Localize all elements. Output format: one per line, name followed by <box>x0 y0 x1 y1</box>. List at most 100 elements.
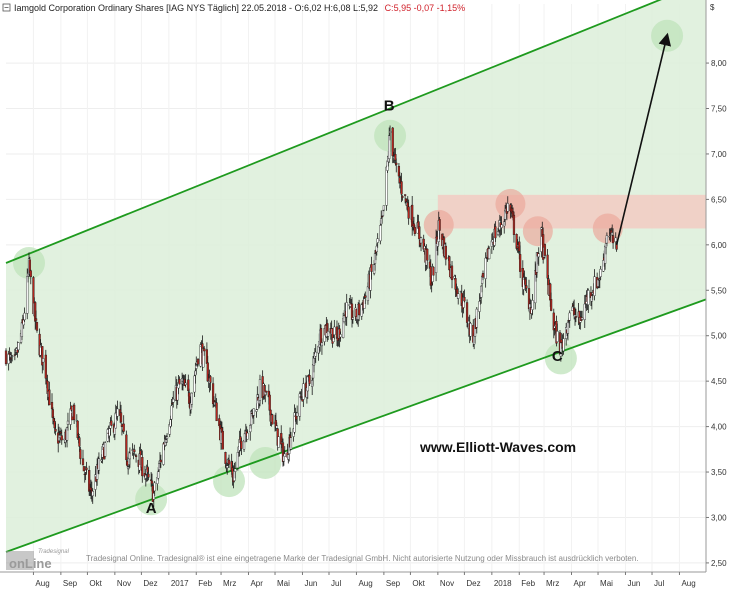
candles <box>4 125 618 508</box>
candle-body <box>119 412 123 423</box>
candle-body <box>60 435 63 441</box>
candle-body <box>537 253 540 258</box>
candle-body <box>13 354 16 356</box>
candle-body <box>152 493 155 500</box>
candle-body <box>465 302 469 323</box>
candle-body <box>221 430 224 450</box>
candle-body <box>271 414 274 425</box>
candle-body <box>450 265 454 281</box>
candle-body <box>250 411 253 426</box>
candle-body <box>401 196 404 198</box>
y-tick-label: 6,00 <box>711 241 727 250</box>
x-tick-label: Mrz <box>223 579 236 588</box>
candle-body <box>296 412 299 417</box>
currency-symbol: $ <box>710 3 715 12</box>
candle-body <box>293 412 296 433</box>
candle-body <box>252 408 255 416</box>
candle-body <box>388 131 392 133</box>
candle-body <box>48 389 51 406</box>
candle-body <box>211 383 215 405</box>
candle-body <box>357 303 361 316</box>
candle-body <box>484 257 487 279</box>
candle-body <box>496 231 500 235</box>
candle-body <box>404 194 407 196</box>
candle-body <box>289 437 293 450</box>
x-tick-label: Mrz <box>546 579 559 588</box>
candle-body <box>73 404 76 421</box>
y-tick-label: 8,00 <box>711 59 727 68</box>
y-tick-label: 4,00 <box>711 423 727 432</box>
candle-body <box>150 480 154 485</box>
candle-body <box>29 270 32 278</box>
candle-body <box>153 482 156 492</box>
header-marker-icon <box>2 3 11 12</box>
candle-body <box>397 165 401 177</box>
candle-body <box>172 398 175 403</box>
x-tick-label: Aug <box>35 579 49 588</box>
candle-body <box>426 248 429 261</box>
y-tick-label: 5,00 <box>711 332 727 341</box>
candle-body <box>227 459 231 465</box>
candle-body <box>193 375 196 393</box>
candle-body <box>556 331 559 342</box>
x-tick-label: Dez <box>466 579 480 588</box>
header-close-change: C:5,95 -0,07 -1,15% <box>385 3 466 13</box>
x-tick-label: Jul <box>331 579 341 588</box>
candle-body <box>360 304 363 317</box>
candle-body <box>275 425 278 429</box>
pivot-circle <box>213 465 246 498</box>
candle-body <box>375 245 378 252</box>
y-tick-label: 7,50 <box>711 105 727 114</box>
candle-body <box>379 225 382 242</box>
candle-body <box>525 285 528 289</box>
candle-body <box>550 299 553 311</box>
candle-body <box>22 319 25 326</box>
candle-body <box>23 312 26 321</box>
candle-body <box>133 449 136 453</box>
candle-body <box>512 214 516 235</box>
candle-body <box>407 206 410 219</box>
projection-arrow <box>615 32 672 246</box>
candle-body <box>581 317 584 320</box>
candle-body <box>170 405 173 420</box>
x-tick-label: Aug <box>681 579 695 588</box>
time-axis: Aug Sep Okt Nov Dez 2017 Feb Mrz Apr Mai Jun Jul Aug… <box>0 571 706 588</box>
x-tick-label: 2018 <box>494 579 512 588</box>
x-tick-label: 2017 <box>171 579 189 588</box>
candle-body <box>599 268 602 277</box>
candle-body <box>187 379 190 392</box>
candle-body <box>574 316 578 318</box>
x-tick-label: Jun <box>304 579 317 588</box>
wave-label-c: C <box>552 348 563 365</box>
candle-body <box>382 205 385 211</box>
candle-body <box>165 436 169 439</box>
x-tick-label: Sep <box>63 579 78 588</box>
candle-body <box>51 409 55 418</box>
wave-label-b: B <box>384 97 395 114</box>
candle-body <box>419 237 423 244</box>
candle-body <box>531 300 534 310</box>
candle-body <box>481 273 485 278</box>
candle-body <box>320 342 324 347</box>
candle-body <box>85 467 88 470</box>
x-tick-label: Okt <box>89 579 102 588</box>
wave-labels: A B C <box>146 97 563 517</box>
x-tick-label: Sep <box>386 579 401 588</box>
candle-body <box>236 452 239 469</box>
candle-body <box>79 449 82 459</box>
candle-body <box>265 390 268 393</box>
candle-body <box>370 264 373 272</box>
candle-body <box>209 376 212 383</box>
header-instrument: Iamgold Corporation Ordinary Shares [IAG… <box>14 3 378 13</box>
candle-body <box>65 427 69 441</box>
candle-body <box>332 337 335 343</box>
x-tick-label: Feb <box>198 579 212 588</box>
candle-body <box>611 235 615 244</box>
candle-body <box>190 392 193 405</box>
candle-body <box>17 342 20 351</box>
y-tick-label: 4,50 <box>711 377 727 386</box>
candle-body <box>345 302 348 318</box>
x-tick-label: Jun <box>627 579 640 588</box>
candle-body <box>308 375 311 384</box>
logo-big-text: onLine <box>9 556 52 571</box>
